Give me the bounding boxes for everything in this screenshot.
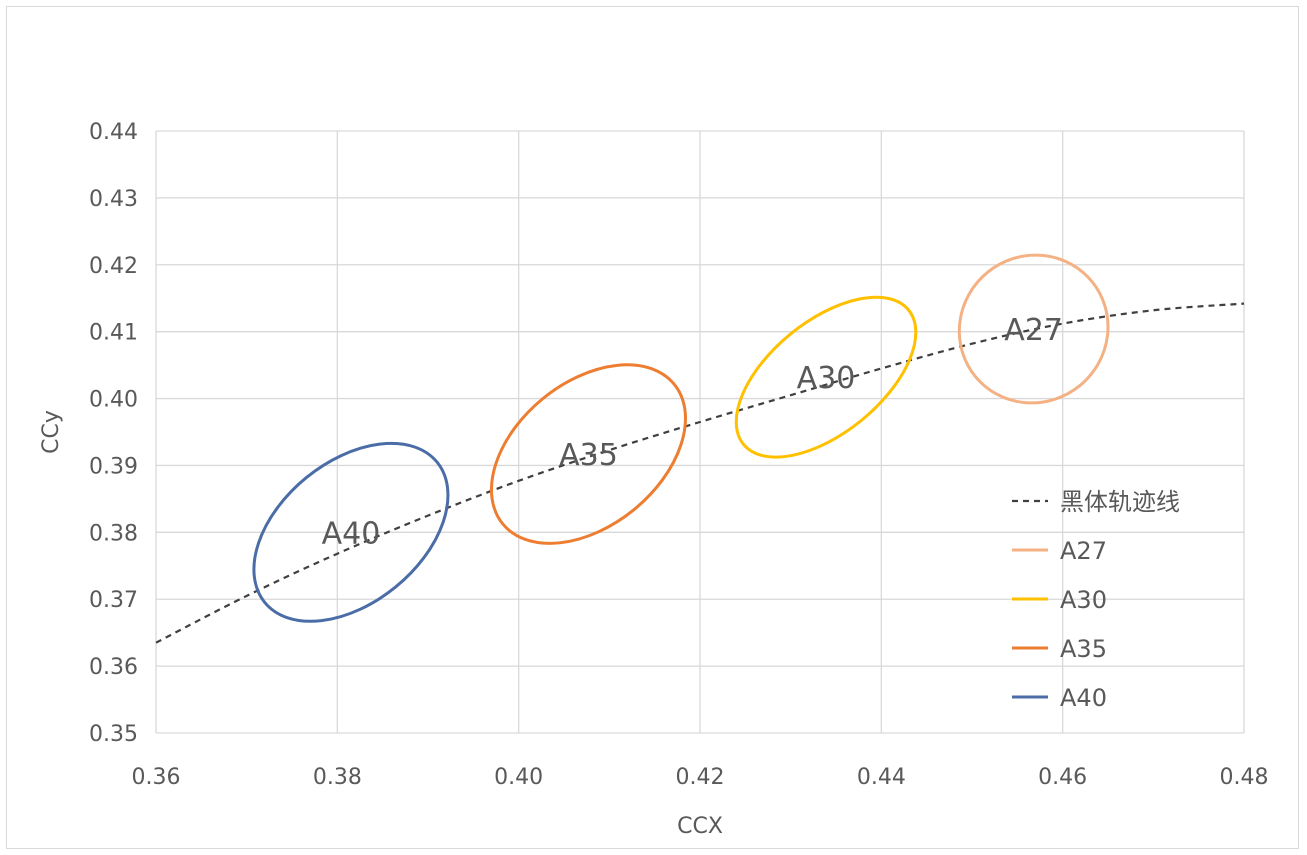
ellipse-a40 xyxy=(252,441,450,623)
ellipses: A27 A30 A35 A40 xyxy=(252,253,1110,623)
legend-label-4: A40 xyxy=(1060,684,1107,712)
legend-label-1: A27 xyxy=(1060,537,1107,565)
legend-label-2: A30 xyxy=(1060,586,1107,614)
y-tick-label-8: 0.43 xyxy=(89,187,138,212)
y-tick-label-2: 0.37 xyxy=(89,588,138,613)
legend-label-0: 黑体轨迹线 xyxy=(1060,488,1180,516)
y-tick-label-9: 0.44 xyxy=(89,120,138,145)
y-tick-label-4: 0.39 xyxy=(89,454,138,479)
x-axis-title: CCX xyxy=(677,814,723,839)
x-tick-label-1: 0.38 xyxy=(313,765,362,790)
y-tick-label-6: 0.41 xyxy=(89,321,138,346)
ellipse-label-a27: A27 xyxy=(1004,313,1063,348)
chart-frame xyxy=(6,6,1299,849)
ellipse-a30 xyxy=(734,295,918,459)
legend: 黑体轨迹线 A27 A30 A35 A40 xyxy=(1012,488,1180,712)
gridlines xyxy=(155,130,1245,734)
x-tick-label-6: 0.48 xyxy=(1220,765,1269,790)
blackbody-locus-line xyxy=(155,302,1245,644)
blackbody-locus xyxy=(155,302,1245,644)
x-tick-label-0: 0.36 xyxy=(132,765,181,790)
ellipse-a35 xyxy=(489,363,687,545)
y-tick-label-5: 0.40 xyxy=(89,388,138,413)
ellipse-label-a35: A35 xyxy=(559,438,618,473)
ellipse-label-a30: A30 xyxy=(797,361,856,396)
ellipse-a27 xyxy=(957,253,1110,405)
y-axis-title: CCy xyxy=(39,410,64,454)
x-tick-label-4: 0.44 xyxy=(857,765,906,790)
tick-labels: 0.36 0.38 0.40 0.42 0.44 0.46 0.48 0.35 0.36 0.37… xyxy=(89,120,1268,790)
legend-label-3: A35 xyxy=(1060,635,1107,663)
y-tick-label-3: 0.38 xyxy=(89,521,138,546)
x-tick-label-5: 0.46 xyxy=(1038,765,1087,790)
x-tick-label-2: 0.40 xyxy=(494,765,543,790)
y-tick-label-7: 0.42 xyxy=(89,254,138,279)
y-tick-label-1: 0.36 xyxy=(89,655,138,680)
y-tick-label-0: 0.35 xyxy=(89,722,138,747)
x-tick-label-3: 0.42 xyxy=(676,765,725,790)
ellipse-label-a40: A40 xyxy=(322,516,381,551)
